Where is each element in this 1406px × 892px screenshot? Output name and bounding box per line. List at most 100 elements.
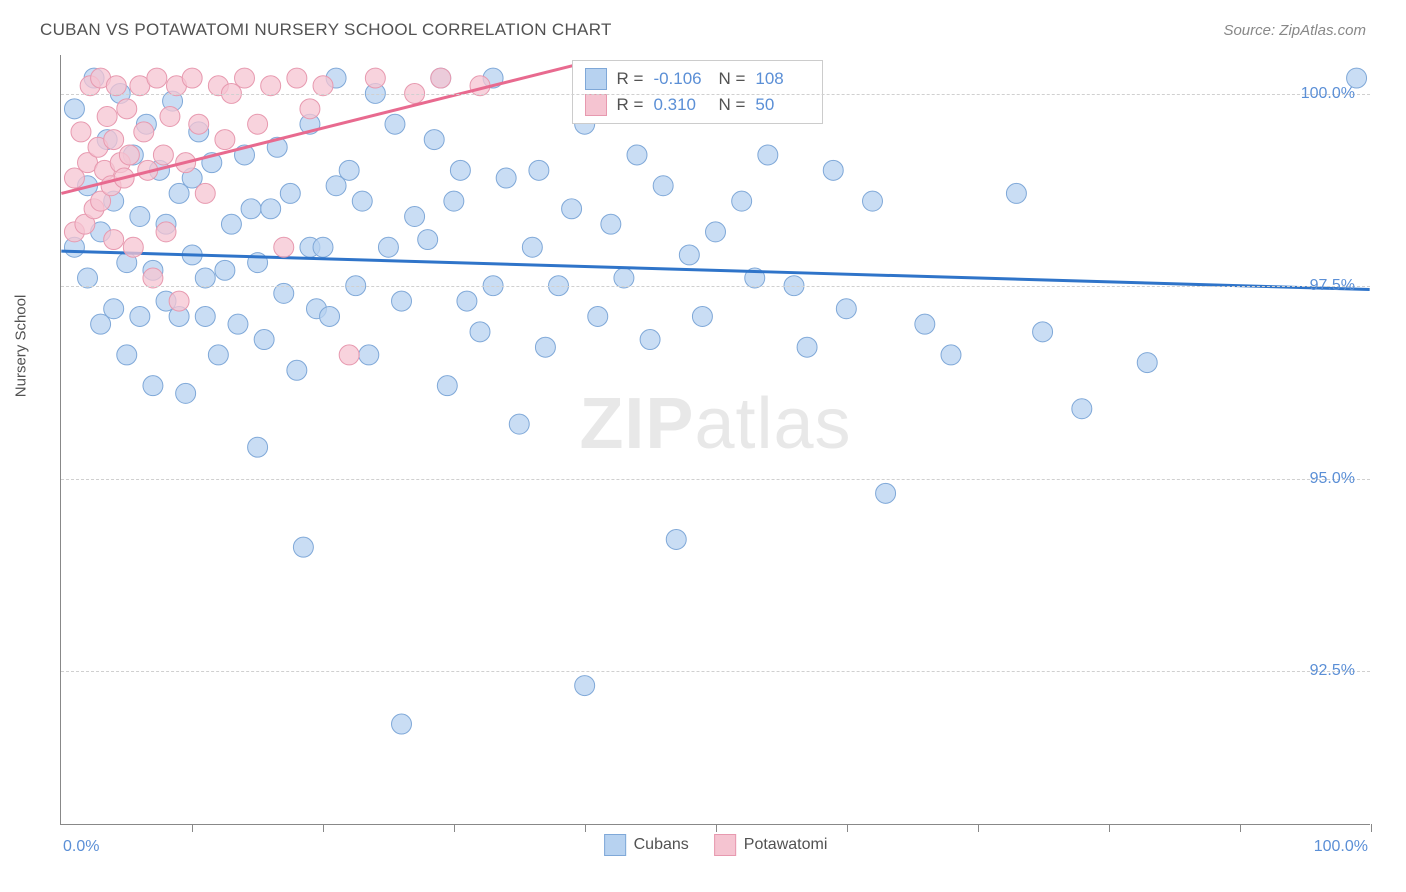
data-point [431, 68, 451, 88]
data-point [365, 68, 385, 88]
data-point [195, 268, 215, 288]
data-point [153, 145, 173, 165]
data-point [104, 299, 124, 319]
y-tick-label: 100.0% [1301, 85, 1355, 103]
chart-title: CUBAN VS POTAWATOMI NURSERY SCHOOL CORRE… [40, 20, 612, 40]
data-point [450, 160, 470, 180]
data-point [614, 268, 634, 288]
data-point [130, 306, 150, 326]
data-point [575, 676, 595, 696]
data-point [215, 260, 235, 280]
data-point [836, 299, 856, 319]
x-tick [323, 824, 324, 832]
data-point [679, 245, 699, 265]
data-point [313, 237, 333, 257]
data-point [424, 130, 444, 150]
data-point [876, 483, 896, 503]
data-point [195, 306, 215, 326]
data-point [293, 537, 313, 557]
x-axis-label-max: 100.0% [1314, 838, 1368, 856]
legend-swatch [714, 834, 736, 856]
data-point [352, 191, 372, 211]
data-point [666, 529, 686, 549]
data-point [287, 68, 307, 88]
x-tick [847, 824, 848, 832]
grid-line [61, 286, 1370, 287]
legend-top: R =-0.106N =108R =0.310N =50 [572, 60, 824, 124]
data-point [300, 99, 320, 119]
data-point [248, 114, 268, 134]
data-point [189, 114, 209, 134]
legend-swatch [604, 834, 626, 856]
data-point [588, 306, 608, 326]
y-tick-label: 95.0% [1310, 470, 1355, 488]
data-point [732, 191, 752, 211]
legend-r-label: R = [617, 69, 644, 89]
data-point [392, 714, 412, 734]
data-point [228, 314, 248, 334]
data-point [640, 330, 660, 350]
data-point [653, 176, 673, 196]
chart-source: Source: ZipAtlas.com [1223, 22, 1366, 39]
data-point [529, 160, 549, 180]
data-point [418, 230, 438, 250]
legend-r-value: -0.106 [653, 69, 708, 89]
data-point [261, 199, 281, 219]
data-point [215, 130, 235, 150]
data-point [208, 345, 228, 365]
data-point [797, 337, 817, 357]
data-point [823, 160, 843, 180]
data-point [64, 99, 84, 119]
data-point [1033, 322, 1053, 342]
grid-line [61, 479, 1370, 480]
data-point [104, 230, 124, 250]
grid-line [61, 94, 1370, 95]
data-point [254, 330, 274, 350]
legend-stat-row: R =-0.106N =108 [585, 66, 811, 92]
data-point [143, 268, 163, 288]
data-point [123, 237, 143, 257]
data-point [758, 145, 778, 165]
data-point [359, 345, 379, 365]
legend-bottom: CubansPotawatomi [604, 834, 828, 856]
legend-series-item: Cubans [604, 834, 689, 856]
data-point [119, 145, 139, 165]
data-point [280, 183, 300, 203]
data-point [78, 268, 98, 288]
legend-n-value: 108 [755, 69, 810, 89]
data-point [863, 191, 883, 211]
data-point [437, 376, 457, 396]
x-tick [192, 824, 193, 832]
data-point [1072, 399, 1092, 419]
chart-header: CUBAN VS POTAWATOMI NURSERY SCHOOL CORRE… [40, 20, 1366, 40]
grid-line [61, 671, 1370, 672]
data-point [378, 237, 398, 257]
data-point [509, 414, 529, 434]
data-point [470, 322, 490, 342]
data-point [134, 122, 154, 142]
data-point [941, 345, 961, 365]
legend-n-label: N = [718, 95, 745, 115]
x-tick [1371, 824, 1372, 832]
data-point [522, 237, 542, 257]
legend-n-value: 50 [755, 95, 810, 115]
scatter-plot-svg [61, 55, 1370, 824]
data-point [235, 68, 255, 88]
data-point [143, 376, 163, 396]
data-point [248, 437, 268, 457]
data-point [97, 107, 117, 127]
data-point [130, 207, 150, 227]
data-point [706, 222, 726, 242]
data-point [274, 237, 294, 257]
data-point [160, 107, 180, 127]
data-point [147, 68, 167, 88]
data-point [117, 345, 137, 365]
legend-stat-row: R =0.310N =50 [585, 92, 811, 118]
data-point [169, 291, 189, 311]
data-point [1137, 353, 1157, 373]
data-point [692, 306, 712, 326]
data-point [241, 199, 261, 219]
legend-swatch [585, 68, 607, 90]
legend-swatch [585, 94, 607, 116]
data-point [392, 291, 412, 311]
